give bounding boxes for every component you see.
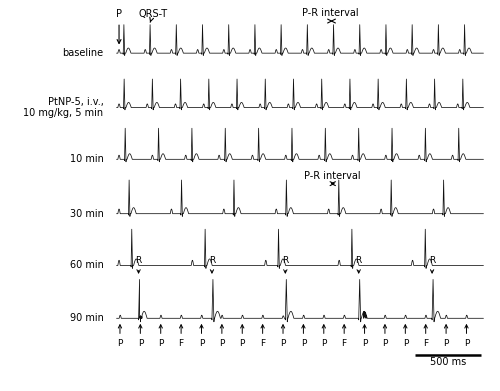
Text: QRS-T: QRS-T (138, 9, 168, 22)
Text: P: P (362, 325, 367, 348)
Text: F: F (342, 325, 346, 348)
Text: P: P (464, 325, 469, 348)
Text: P: P (444, 325, 449, 348)
Text: P: P (240, 325, 245, 348)
Text: P: P (199, 325, 204, 348)
Text: R: R (356, 256, 362, 273)
Text: 10 min: 10 min (70, 154, 103, 164)
Text: 30 min: 30 min (70, 209, 103, 219)
Text: P: P (118, 325, 122, 348)
Text: baseline: baseline (62, 48, 104, 58)
Text: F: F (423, 325, 428, 348)
Text: P: P (321, 325, 326, 348)
Text: P: P (280, 325, 285, 348)
Text: P: P (138, 325, 143, 348)
Text: P: P (402, 325, 408, 348)
Text: P: P (382, 325, 388, 348)
Text: R: R (429, 256, 435, 273)
Text: R: R (136, 256, 141, 273)
Text: P: P (116, 9, 122, 43)
Text: F: F (260, 325, 265, 348)
Text: PtNP-5, i.v.,
10 mg/kg, 5 min: PtNP-5, i.v., 10 mg/kg, 5 min (24, 97, 103, 118)
Text: P: P (158, 325, 164, 348)
Text: P: P (300, 325, 306, 348)
Text: P: P (219, 325, 224, 348)
Text: P-R interval: P-R interval (304, 170, 361, 181)
Text: F: F (178, 325, 184, 348)
Text: R: R (282, 256, 288, 273)
Text: R: R (209, 256, 215, 273)
Text: 60 min: 60 min (70, 260, 103, 271)
Text: 500 ms: 500 ms (430, 357, 466, 367)
Text: P-R interval: P-R interval (302, 8, 358, 18)
Text: 90 min: 90 min (70, 313, 103, 323)
